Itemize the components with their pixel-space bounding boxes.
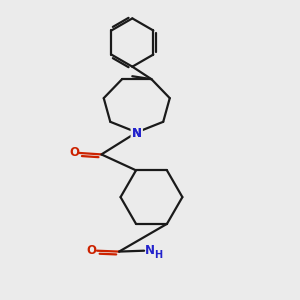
Text: N: N bbox=[145, 244, 155, 257]
Text: N: N bbox=[132, 127, 142, 140]
Text: H: H bbox=[154, 250, 163, 260]
Text: N: N bbox=[132, 127, 142, 140]
Text: N: N bbox=[132, 127, 142, 140]
Text: O: O bbox=[69, 146, 79, 159]
Text: O: O bbox=[87, 244, 97, 256]
